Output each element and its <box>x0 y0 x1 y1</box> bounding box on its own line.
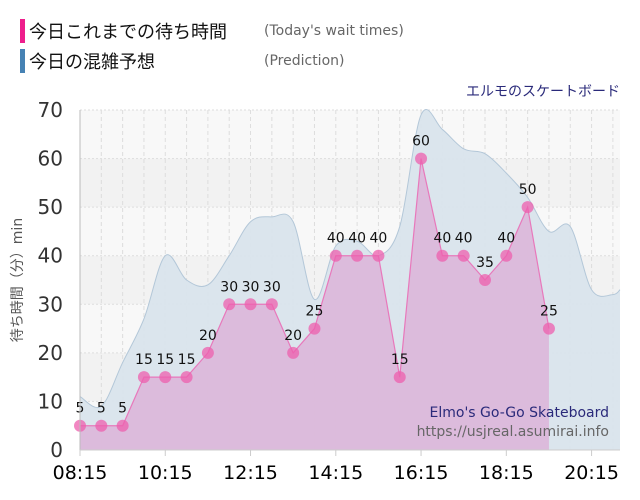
actual-point <box>393 371 406 384</box>
data-label: 40 <box>433 231 451 247</box>
data-label: 15 <box>156 352 174 368</box>
actual-point <box>159 371 172 384</box>
prediction-swatch <box>20 49 25 73</box>
data-label: 40 <box>455 231 473 247</box>
y-tick-label: 70 <box>38 98 63 122</box>
data-label: 30 <box>263 279 281 295</box>
data-label: 60 <box>412 134 430 150</box>
actual-point <box>521 201 534 214</box>
legend-actual: 今日これまでの待ち時間 (Today's wait times) <box>20 18 404 44</box>
x-tick-label: 18:15 <box>479 462 534 484</box>
data-label: 20 <box>284 328 302 344</box>
data-label: 40 <box>348 231 366 247</box>
actual-point <box>351 249 364 262</box>
grid-band <box>80 110 620 159</box>
x-tick-label: 14:15 <box>308 462 363 484</box>
data-label: 50 <box>519 182 537 198</box>
actual-point <box>479 274 491 286</box>
y-tick-label: 60 <box>38 147 63 171</box>
actual-point <box>180 371 193 384</box>
data-label: 25 <box>540 304 558 320</box>
actual-point <box>265 298 278 311</box>
actual-point <box>223 298 236 311</box>
data-label: 30 <box>242 279 260 295</box>
y-tick-label: 30 <box>38 292 63 316</box>
legend-prediction: 今日の混雑予想 (Prediction) <box>20 48 344 74</box>
y-axis-label: 待ち時間（分）min <box>10 218 26 342</box>
legend-actual-jp: 今日これまでの待ち時間 <box>29 22 227 43</box>
actual-point <box>244 298 257 311</box>
watermark-url: https://usjreal.asumirai.info <box>417 424 609 440</box>
y-tick-label: 50 <box>38 195 63 219</box>
x-tick-label: 16:15 <box>394 462 449 484</box>
actual-point <box>287 346 300 359</box>
y-tick-label: 20 <box>38 341 63 365</box>
legend-prediction-jp: 今日の混雑予想 <box>29 52 155 73</box>
data-label: 40 <box>327 231 345 247</box>
actual-swatch <box>20 19 25 43</box>
data-label: 5 <box>118 401 127 417</box>
x-tick-label: 20:15 <box>564 462 619 484</box>
prediction-line <box>79 109 621 409</box>
data-label: 25 <box>306 304 324 320</box>
x-tick-label: 10:15 <box>138 462 193 484</box>
data-label: 40 <box>370 231 388 247</box>
x-tick-label: 08:15 <box>53 462 108 484</box>
actual-point <box>457 249 470 262</box>
actual-area <box>80 158 549 451</box>
data-label: 30 <box>220 279 238 295</box>
actual-point <box>116 419 129 432</box>
data-label: 15 <box>135 352 153 368</box>
x-tick-label: 12:15 <box>223 462 278 484</box>
data-label: 15 <box>178 352 196 368</box>
actual-point <box>201 346 214 359</box>
data-label: 20 <box>199 328 217 344</box>
data-label: 40 <box>497 231 515 247</box>
actual-point <box>329 249 342 262</box>
actual-point <box>308 322 321 335</box>
grid-band <box>80 158 620 208</box>
y-tick-label: 40 <box>38 244 63 268</box>
actual-point <box>415 152 428 165</box>
watermark-ride: Elmo's Go-Go Skateboard <box>430 405 610 421</box>
actual-point <box>95 419 108 432</box>
actual-point <box>542 322 555 335</box>
actual-point <box>500 249 513 262</box>
ride-name: エルモのスケートボード <box>466 84 620 100</box>
actual-point <box>137 371 150 384</box>
actual-point <box>436 249 449 262</box>
actual-point <box>372 249 385 262</box>
data-label: 35 <box>476 255 494 271</box>
legend-prediction-en: (Prediction) <box>264 53 345 69</box>
data-label: 15 <box>391 352 409 368</box>
y-tick-label: 0 <box>50 438 63 462</box>
legend-actual-en: (Today's wait times) <box>264 23 404 39</box>
y-tick-label: 10 <box>38 389 63 413</box>
data-label: 5 <box>97 401 106 417</box>
